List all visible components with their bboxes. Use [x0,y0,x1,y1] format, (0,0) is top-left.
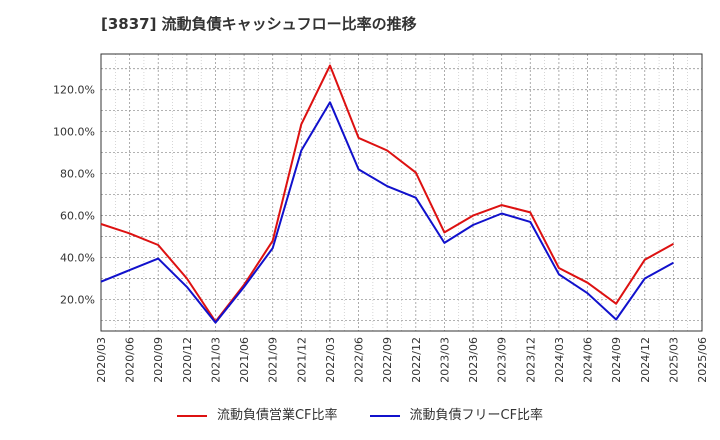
x-tick-label: 2021/03 [209,337,222,383]
y-tick-label: 100.0% [53,126,95,139]
x-tick-label: 2020/09 [152,337,165,383]
series-line-1 [100,64,674,323]
x-tick-label: 2022/03 [324,337,337,383]
y-tick-label: 80.0% [60,168,95,181]
x-tick-label: 2020/12 [181,337,194,383]
y-tick-label: 40.0% [60,252,95,265]
legend-label: 流動負債フリーCF比率 [409,408,544,423]
legend-swatch [176,414,207,417]
x-tick-label: 2024/03 [553,337,566,383]
y-tick-label: 120.0% [53,84,95,97]
x-tick-label: 2024/12 [639,337,652,383]
x-tick-label: 2025/03 [667,337,680,383]
series-line-2 [100,101,674,324]
x-tick-label: 2021/12 [295,337,308,383]
y-axis: 20.0% 40.0% 60.0% 80.0% 100.0% 120.0% [53,84,95,307]
plot-frame [100,53,703,332]
x-tick-label: 2022/12 [410,337,423,383]
legend-swatch [369,414,400,417]
legend-item-1: 流動負債営業CF比率 [176,404,338,423]
x-tick-label: 2022/09 [381,337,394,383]
x-tick-label: 2020/03 [95,337,108,383]
x-tick-label: 2025/06 [696,337,709,383]
legend-label: 流動負債営業CF比率 [216,408,338,423]
x-tick-label: 2024/06 [582,337,595,383]
x-tick-label: 2023/03 [438,337,451,383]
x-tick-label: 2024/09 [610,337,623,383]
line-chart: 20.0% 40.0% 60.0% 80.0% 100.0% 120.0% 2020/03… [53,53,709,383]
x-tick-label: 2022/06 [353,337,366,383]
legend: 流動負債営業CF比率 流動負債フリーCF比率 [0,404,720,423]
y-tick-label: 20.0% [60,294,95,307]
x-tick-label: 2021/09 [267,337,280,383]
x-tick-label: 2023/09 [496,337,509,383]
x-tick-label: 2020/06 [124,337,137,383]
x-axis: 2020/03 2020/06 2020/09 2020/12 2021/03 2021/… [95,337,709,383]
x-tick-label: 2023/06 [467,337,480,383]
x-tick-label: 2021/06 [238,337,251,383]
chart-title: [3837] 流動負債キャッシュフロー比率の推移 [101,15,417,33]
legend-item-2: 流動負債フリーCF比率 [369,404,544,423]
series-lines [100,64,674,324]
x-tick-label: 2023/12 [524,337,537,383]
y-tick-label: 60.0% [60,210,95,223]
